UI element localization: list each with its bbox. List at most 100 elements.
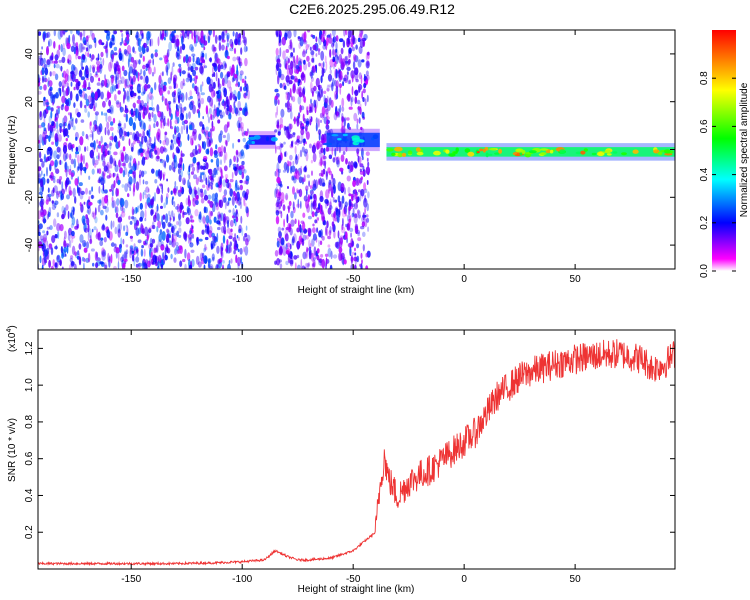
spectrogram-cell [318,161,322,166]
spectrogram-cell [142,179,145,185]
spectrogram-cell [191,162,195,167]
spectrogram-cell [333,63,335,70]
spectrogram-cell [135,108,139,119]
spectrogram-cell [294,192,297,200]
spectrogram-cell [240,122,244,129]
spectrogram-cell [180,169,183,178]
spectrogram-cell [327,104,331,112]
spectrogram-cell [350,97,353,107]
spectrogram-cell [114,226,118,235]
spectrogram-cell [407,150,413,155]
spectrogram-cell [189,230,192,235]
spectrogram-cell [335,68,338,79]
spectrogram-cell [89,64,92,73]
spectrogram-cell [89,121,92,126]
spectrogram-cell [340,57,343,65]
spectrogram-cell [285,194,288,200]
spectrogram-cell [49,225,53,231]
spectrogram-cell [366,157,369,162]
spectrogram-cell [222,99,225,104]
spectrogram-cell [200,191,204,198]
spectrogram-cell [179,260,183,268]
spectrogram-cell [40,193,43,203]
spectrogram-cell [283,161,288,171]
spectrogram-cell [142,130,145,139]
spectrogram-cell [215,157,220,168]
spectrogram-cell [156,226,159,233]
spectrogram-cell [329,69,332,75]
spectrogram-cell [90,248,95,252]
spectrogram-cell [76,165,79,173]
spectrogram-cell [56,212,60,218]
snr-xlabel: Height of straight line (km) [298,584,415,595]
spectrogram-cell [106,30,111,36]
spectrogram-cell [303,31,307,41]
spectrogram-cell [148,228,152,234]
spectrogram-cell [351,86,354,96]
spectrogram-cell [331,146,334,156]
spectrogram-cell [100,209,104,216]
spectrogram-cell [289,154,293,161]
spectrogram-cell [280,199,285,204]
spectrogram-cell [41,67,45,76]
spectrogram-cell [55,63,60,69]
spectrogram-cell [176,221,179,226]
spectrogram-cell [117,179,121,186]
spectrogram-cell [153,214,157,223]
spectrogram-cell [169,118,172,129]
spectrogram-cell [163,81,167,86]
spectrogram-cell [41,245,45,249]
spectrogram-cell [103,142,107,147]
spectrogram-cell [66,82,69,88]
spectrogram-cell [91,32,95,41]
spectrogram-cell [308,239,311,248]
spectrogram-cell [360,126,363,131]
spectrogram-cell [175,146,180,154]
spectrogram-cell [78,162,80,169]
spectrogram-cell [362,244,365,252]
spectrogram-cell [61,205,65,214]
spectrogram-cell [327,244,331,248]
spectrogram-cell [142,55,145,62]
spectrogram-cell [62,152,67,162]
spectrogram-cell [125,224,128,228]
spectrogram-cell [78,88,83,97]
spectrogram-cell [151,238,156,244]
spectrogram-cell [41,205,44,211]
spectrogram-cell [106,175,111,179]
spectrogram-cell [359,163,364,168]
spectrogram-cell [218,213,222,222]
spectrogram-region-2 [274,30,371,269]
spectrogram-cell [217,63,221,73]
spectrogram-cell [88,175,91,180]
spectrogram-cell [203,155,208,161]
spectrogram-cell [197,261,202,268]
spectrogram-cell [236,187,241,191]
spectrogram-cell [43,74,47,83]
spectrogram-cell [200,197,205,204]
spectrogram-cell [109,142,113,146]
spectrogram-cell [166,178,169,182]
spectrogram-cell [297,264,301,269]
spectrogram-cell [232,163,237,167]
spectrogram-cell [275,47,279,56]
spectrogram-cell [123,69,128,77]
spectrogram-cell [230,258,233,264]
snr-axes: -150 -100 -50 0 500.20.40.60.81.01.2 [24,330,675,585]
spectrogram-cell [222,179,227,188]
spectrogram-cell [98,140,101,147]
spectrogram-cell [182,78,185,86]
spectrogram-cell [181,43,186,51]
spectrogram-cell [121,162,126,167]
spectrogram-cell [307,61,311,68]
spectrogram-cell [133,169,136,179]
spectrogram-cell [228,197,232,201]
spectrogram-cell [189,101,194,111]
spectrogram-cell [163,117,166,127]
spectrogram-cell [58,81,62,88]
spectrogram-cell [277,71,282,79]
spectrogram-cell [48,80,53,87]
spectrogram-cell [311,170,313,176]
spectrogram-cell [69,257,73,263]
spectrogram-cell [210,89,216,98]
